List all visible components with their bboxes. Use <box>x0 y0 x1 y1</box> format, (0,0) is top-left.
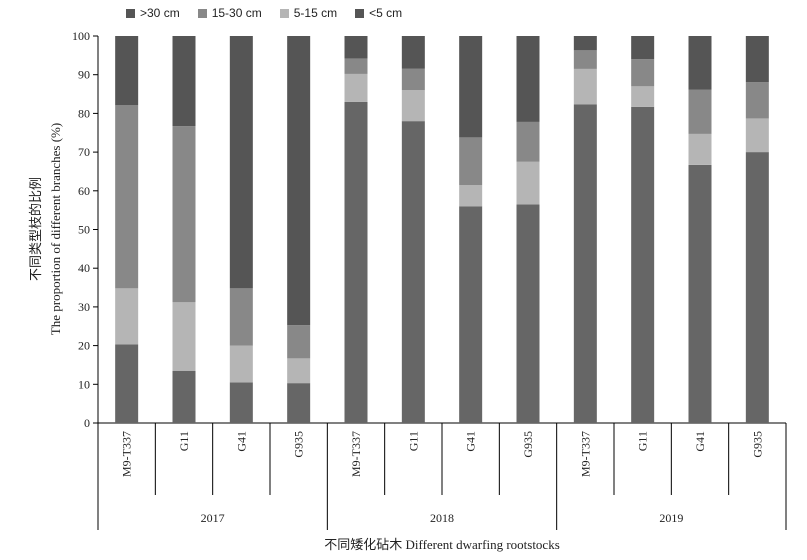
x-tick-label: G935 <box>292 431 306 458</box>
bar-segment <box>459 206 483 423</box>
legend-label-gt30: >30 cm <box>140 6 180 20</box>
y-tick-label: 80 <box>78 106 90 120</box>
x-tick-label: G935 <box>750 431 764 458</box>
legend-label-lt5: <5 cm <box>369 6 403 20</box>
bar-segment <box>172 370 196 423</box>
bar-segment <box>516 36 540 122</box>
bar-segment <box>745 118 769 153</box>
bar-segment <box>287 36 311 326</box>
legend-item-lt5: <5 cm <box>355 6 402 20</box>
legend-swatch-lt5 <box>355 8 365 18</box>
bar-segment <box>573 36 597 51</box>
y-axis-title-en: The proportion of different branches (%) <box>48 123 63 335</box>
x-tick-label: M9-T337 <box>120 431 134 477</box>
bar-segment <box>115 288 139 345</box>
bar-segment <box>745 36 769 83</box>
group-label: 2017 <box>201 511 225 525</box>
bar-segment <box>229 288 253 346</box>
bar-segment <box>172 126 196 303</box>
legend-label-15-30: 15-30 cm <box>211 6 262 20</box>
group-label: 2018 <box>430 511 454 525</box>
y-tick-label: 70 <box>78 145 90 159</box>
bar-segment <box>688 133 712 165</box>
bar-segment <box>631 86 655 107</box>
y-tick-label: 90 <box>78 68 90 82</box>
legend-item-gt30: >30 cm <box>126 6 180 20</box>
y-tick-label: 60 <box>78 184 90 198</box>
y-tick-label: 40 <box>78 261 90 275</box>
bar-segment <box>573 50 597 69</box>
x-tick-label: M9-T337 <box>578 431 592 477</box>
x-axis-title: 不同矮化砧木 Different dwarfing rootstocks <box>324 537 560 552</box>
bar-segment <box>745 152 769 423</box>
bar-segment <box>172 36 196 127</box>
group-label: 2019 <box>659 511 683 525</box>
bar-segment <box>115 344 139 423</box>
bar-segment <box>631 59 655 87</box>
bar-segment <box>287 358 311 384</box>
bar-segment <box>115 105 139 289</box>
legend-swatch-5-15 <box>279 8 289 18</box>
bar-segment <box>401 121 425 423</box>
bar-segment <box>287 325 311 359</box>
bar-segment <box>573 104 597 424</box>
x-tick-label: G11 <box>636 431 650 451</box>
y-tick-label: 30 <box>78 300 90 314</box>
bar-segment <box>229 345 253 383</box>
y-tick-label: 20 <box>78 339 90 353</box>
y-tick-label: 10 <box>78 377 90 391</box>
bar-segment <box>401 36 425 69</box>
legend-swatch-gt30 <box>126 8 135 18</box>
bar-segment <box>688 164 712 423</box>
y-tick-label: 100 <box>72 29 90 43</box>
bar-segment <box>287 383 311 423</box>
bar-segment <box>631 36 655 60</box>
bar-segment <box>229 36 253 289</box>
bar-segment <box>172 302 196 371</box>
bar-segment <box>115 36 139 106</box>
y-tick-label: 50 <box>78 223 90 237</box>
plot-area: 0 10 20 30 40 50 60 70 80 90 100 M9-T337 G11 G41 G935 M… <box>72 29 787 530</box>
bar-segment <box>344 101 368 423</box>
bar-segment <box>745 82 769 119</box>
bar-segment <box>459 184 483 207</box>
x-tick-label: G41 <box>693 431 707 452</box>
bar-segment <box>516 121 540 162</box>
bar-segment <box>401 90 425 122</box>
bar-segment <box>459 36 483 138</box>
x-tick-label: G935 <box>521 431 535 458</box>
chart-legend: >30 cm 15-30 cm 5-15 cm <5 cm <box>126 6 402 20</box>
bar-segment <box>516 161 540 205</box>
x-tick-label: G11 <box>177 431 191 451</box>
bar-segment <box>516 204 540 423</box>
y-tick-label: 0 <box>84 416 90 430</box>
legend-label-5-15: 5-15 cm <box>293 6 338 20</box>
bar-segment <box>401 68 425 91</box>
bar-segment <box>631 106 655 424</box>
bar-segment <box>459 137 483 185</box>
bar-segment <box>688 89 712 134</box>
legend-item-5-15: 5-15 cm <box>279 6 338 20</box>
x-tick-label: G41 <box>464 431 478 452</box>
legend-item-15-30: 15-30 cm <box>197 6 262 20</box>
legend-swatch-15-30 <box>197 8 207 18</box>
bar-segment <box>344 73 368 102</box>
x-tick-label: G41 <box>234 431 248 452</box>
bar-segment <box>688 36 712 90</box>
x-tick-label: M9-T337 <box>349 431 363 477</box>
bar-segment <box>229 382 253 423</box>
bar-segment <box>344 36 368 59</box>
bar-segment <box>573 68 597 105</box>
x-tick-label: G11 <box>406 431 420 451</box>
bar-segment <box>344 58 368 74</box>
y-axis-title-cn: 不同类型枝的比例 <box>28 177 43 281</box>
